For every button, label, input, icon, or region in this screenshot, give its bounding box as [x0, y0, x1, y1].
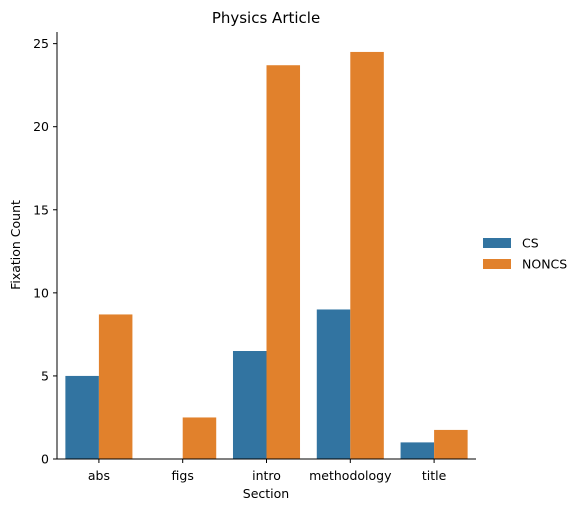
x-tick-label-methodology: methodology — [309, 468, 392, 483]
y-axis-label: Fixation Count — [8, 200, 23, 290]
bar-noncs-abs — [98, 314, 133, 459]
y-tick-label: 15 — [33, 202, 49, 217]
legend: CS NONCS — [483, 236, 567, 272]
legend-label-cs: CS — [522, 236, 539, 251]
legend-swatch-cs — [483, 238, 511, 248]
y-tick-label: 20 — [33, 119, 49, 134]
x-tick-label-figs: figs — [172, 468, 194, 483]
bar-noncs-title — [434, 429, 468, 459]
legend-label-noncs: NONCS — [522, 257, 567, 272]
y-ticks-group: 0 5 10 15 20 25 — [33, 36, 57, 467]
bar-cs-title — [400, 442, 435, 459]
bar-cs-intro — [232, 351, 267, 459]
bars-group — [65, 51, 468, 459]
x-tick-label-title: title — [422, 468, 447, 483]
x-tick-label-abs: abs — [88, 468, 110, 483]
x-axis-label: Section — [243, 486, 289, 501]
y-tick-label: 10 — [33, 285, 49, 300]
bar-cs-abs — [65, 375, 99, 459]
y-tick-label: 5 — [41, 368, 49, 383]
chart-title: Physics Article — [212, 9, 320, 27]
y-tick-label: 0 — [41, 452, 49, 467]
bar-noncs-methodology — [350, 51, 384, 459]
x-tick-label-intro: intro — [252, 468, 281, 483]
y-tick-label: 25 — [33, 36, 49, 51]
bar-noncs-figs — [182, 417, 217, 459]
bar-noncs-intro — [266, 65, 301, 459]
x-ticks-group: abs figs intro methodology title — [88, 459, 447, 483]
legend-swatch-noncs — [483, 259, 511, 269]
bar-cs-methodology — [316, 309, 351, 459]
